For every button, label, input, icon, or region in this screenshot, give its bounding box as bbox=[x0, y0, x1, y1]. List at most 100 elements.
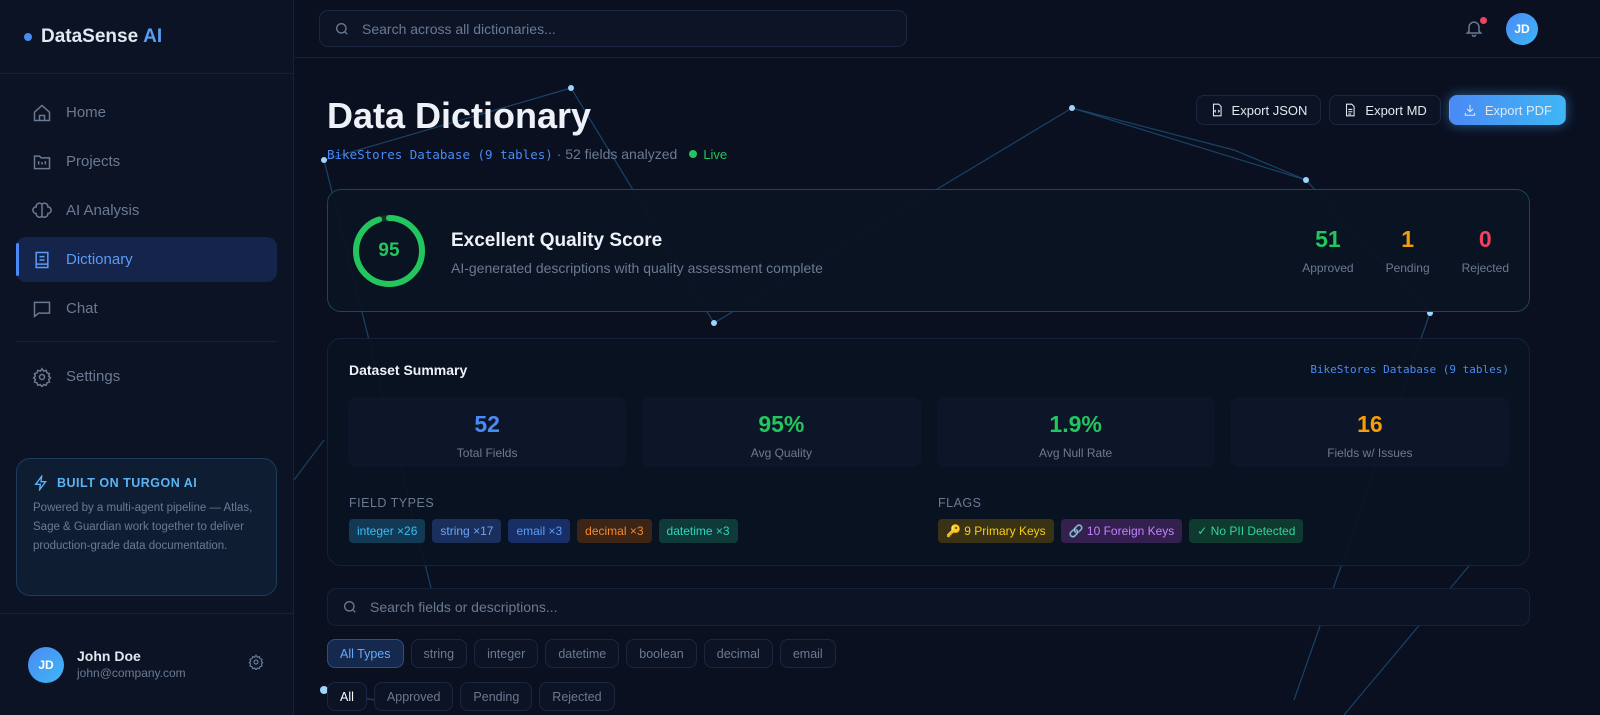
field-search-placeholder: Search fields or descriptions... bbox=[370, 599, 558, 615]
flags-label: FLAGS bbox=[938, 496, 982, 510]
gear-icon bbox=[32, 366, 52, 387]
notification-badge bbox=[1480, 17, 1487, 24]
approved-label: Approved bbox=[1302, 261, 1354, 275]
dataset-summary-card: Dataset Summary BikeStores Database (9 t… bbox=[327, 338, 1530, 566]
top-avatar[interactable]: JD bbox=[1506, 13, 1538, 45]
type-filter-all[interactable]: All Types bbox=[327, 639, 404, 668]
sidebar-item-ai-analysis[interactable]: AI Analysis bbox=[16, 188, 277, 233]
field-types-label: FIELD TYPES bbox=[349, 496, 435, 510]
quality-ring bbox=[353, 215, 425, 287]
stat-value: 52 bbox=[474, 411, 500, 437]
brand-suffix: AI bbox=[143, 25, 163, 47]
export-buttons: Export JSON Export MD Export PDF bbox=[1195, 95, 1566, 125]
type-chip: email ×3 bbox=[508, 519, 571, 543]
sidebar-item-label: AI Analysis bbox=[66, 202, 140, 219]
status-filter-pending[interactable]: Pending bbox=[460, 682, 533, 711]
global-search-input[interactable]: Search across all dictionaries... bbox=[319, 10, 907, 47]
brand-name: DataSense bbox=[41, 25, 139, 47]
divider bbox=[16, 341, 277, 342]
fields-count: · 52 fields analyzed bbox=[556, 146, 678, 162]
user-settings-gear-icon[interactable] bbox=[248, 654, 264, 670]
stat-avg-quality: 95% Avg Quality bbox=[642, 397, 921, 467]
file-code-icon bbox=[1212, 103, 1222, 117]
sidebar-item-settings[interactable]: Settings bbox=[16, 354, 277, 399]
logo-dot-icon bbox=[24, 32, 32, 41]
stat-label: Avg Quality bbox=[750, 446, 812, 460]
type-filter-datetime[interactable]: datetime bbox=[545, 639, 620, 668]
summary-title: Dataset Summary bbox=[349, 362, 468, 378]
pending-count: 1 bbox=[1401, 226, 1414, 252]
summary-database: BikeStores Database (9 tables) bbox=[1310, 363, 1509, 376]
rejected-stat: 0 Rejected bbox=[1462, 226, 1509, 275]
quality-score-card: 95 Excellent Quality Score AI-generated … bbox=[327, 189, 1530, 312]
status-filter-rejected[interactable]: Rejected bbox=[539, 682, 615, 711]
rejected-label: Rejected bbox=[1461, 261, 1509, 275]
no-pii-flag: ✓ No PII Detected bbox=[1189, 519, 1304, 543]
top-bar: Search across all dictionaries... JD bbox=[294, 0, 1600, 58]
sidebar-item-dictionary[interactable]: Dictionary bbox=[16, 237, 277, 282]
status-filter-approved[interactable]: Approved bbox=[373, 682, 454, 711]
database-name: BikeStores Database (9 tables) bbox=[327, 146, 553, 162]
file-text-icon bbox=[1346, 103, 1356, 117]
turgon-title: BUILT ON TURGON AI bbox=[57, 476, 198, 490]
user-name: John Doe bbox=[77, 647, 141, 664]
foreign-keys-flag: 🔗 10 Foreign Keys bbox=[1060, 519, 1183, 543]
chat-icon bbox=[33, 301, 51, 318]
sidebar-item-label: Chat bbox=[66, 300, 98, 317]
approved-stat: 51 Approved bbox=[1302, 226, 1353, 275]
type-filter-string[interactable]: string bbox=[410, 639, 468, 668]
quality-title: Excellent Quality Score bbox=[451, 230, 663, 251]
status-filter-all[interactable]: All bbox=[327, 682, 367, 711]
quality-description: AI-generated descriptions with quality a… bbox=[451, 260, 823, 276]
primary-keys-flag: 🔑 9 Primary Keys bbox=[938, 519, 1054, 543]
stat-label: Avg Null Rate bbox=[1039, 446, 1113, 460]
type-chip: datetime ×3 bbox=[658, 519, 738, 543]
type-filter-boolean[interactable]: boolean bbox=[626, 639, 697, 668]
brain-icon bbox=[32, 201, 52, 218]
page-title: Data Dictionary bbox=[327, 95, 592, 136]
stat-label: Total Fields bbox=[456, 446, 518, 460]
sidebar-item-chat[interactable]: Chat bbox=[16, 286, 277, 331]
export-md-label: Export MD bbox=[1365, 102, 1427, 118]
sidebar-item-home[interactable]: Home bbox=[16, 90, 277, 135]
type-chip: integer ×26 bbox=[349, 519, 426, 543]
search-icon bbox=[344, 601, 356, 613]
book-icon bbox=[35, 251, 49, 268]
download-icon bbox=[1464, 104, 1476, 116]
export-json-label: Export JSON bbox=[1231, 102, 1308, 118]
export-pdf-label: Export PDF bbox=[1484, 102, 1552, 118]
export-json-button[interactable]: Export JSON bbox=[1195, 95, 1322, 125]
stat-null-rate: 1.9% Avg Null Rate bbox=[936, 397, 1215, 467]
home-icon bbox=[33, 103, 51, 121]
search-placeholder: Search across all dictionaries... bbox=[362, 20, 556, 37]
quality-ring-fill bbox=[353, 215, 425, 287]
type-chip: string ×17 bbox=[432, 519, 502, 543]
type-filter-decimal[interactable]: decimal bbox=[703, 639, 773, 668]
stat-value: 95% bbox=[758, 411, 805, 437]
stat-value: 16 bbox=[1357, 411, 1383, 437]
type-filter-integer[interactable]: integer bbox=[474, 639, 539, 668]
field-search-input[interactable]: Search fields or descriptions... bbox=[327, 588, 1530, 626]
pending-stat: 1 Pending bbox=[1386, 226, 1430, 275]
stat-issues: 16 Fields w/ Issues bbox=[1230, 397, 1509, 467]
bell-icon[interactable] bbox=[1464, 18, 1484, 38]
export-md-button[interactable]: Export MD bbox=[1329, 95, 1441, 125]
type-chip: decimal ×3 bbox=[577, 519, 652, 543]
lightning-icon bbox=[34, 475, 47, 491]
type-filters: All Types string integer datetime boolea… bbox=[327, 639, 836, 668]
export-pdf-button[interactable]: Export PDF bbox=[1448, 95, 1566, 125]
pending-label: Pending bbox=[1385, 261, 1430, 275]
stat-total-fields: 52 Total Fields bbox=[348, 397, 627, 467]
quality-score: 95 bbox=[378, 240, 400, 261]
logo[interactable]: DataSense AI bbox=[0, 0, 293, 74]
main-content: Search across all dictionaries... JD Dat… bbox=[294, 0, 1600, 715]
search-icon bbox=[336, 22, 348, 35]
turgon-info-card: BUILT ON TURGON AI Powered by a multi-ag… bbox=[16, 458, 277, 596]
status-filters: All Approved Pending Rejected bbox=[327, 682, 615, 711]
sidebar-item-label: Projects bbox=[66, 153, 121, 170]
folder-icon bbox=[33, 154, 51, 169]
sidebar-item-projects[interactable]: Projects bbox=[16, 139, 277, 184]
user-profile[interactable]: JD John Doe john@company.com bbox=[0, 613, 294, 715]
type-filter-email[interactable]: email bbox=[779, 639, 836, 668]
avatar[interactable]: JD bbox=[28, 646, 64, 683]
